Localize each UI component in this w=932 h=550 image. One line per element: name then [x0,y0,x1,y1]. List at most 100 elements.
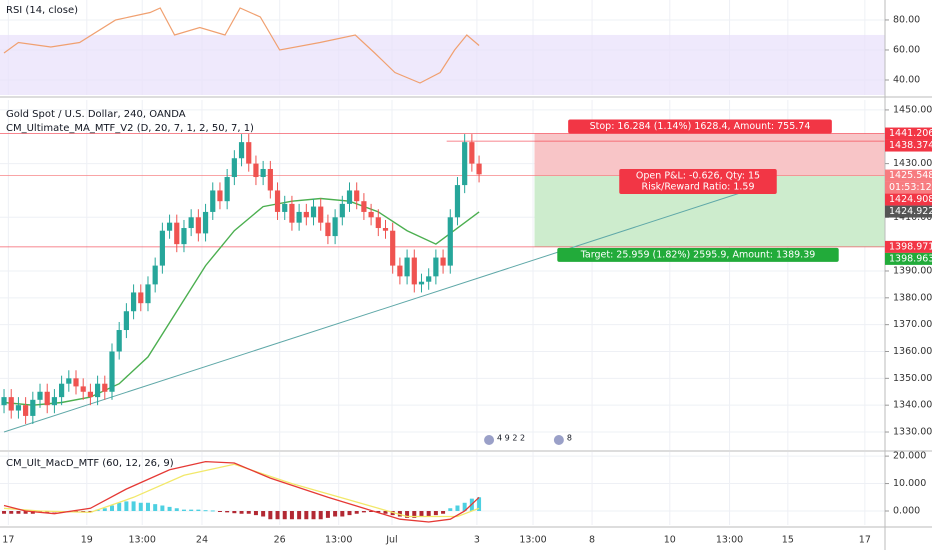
candle-body [310,206,317,218]
x-tick-label: 13:00 [716,535,743,546]
histogram-bar [455,505,460,512]
ma-title: CM_Ultimate_MA_MTF_V2 (D, 20, 7, 1, 2, 5… [6,123,254,134]
histogram-bar [145,502,150,512]
candle-body [339,203,345,218]
histogram-bar [304,511,309,520]
position-label: Open P&L: -0.626, Qty: 15 [636,171,760,182]
candle-body [130,292,137,312]
candle-body [303,211,309,218]
histogram-bar [405,511,410,518]
candle-body [152,265,158,285]
candle-body [23,405,29,416]
x-tick-label: 3 [474,535,480,546]
price-label-box [885,252,932,265]
candle-body [159,230,165,266]
histogram-bar [282,511,287,520]
histogram-bar [426,511,431,517]
candle-body [246,142,252,164]
main-title: Gold Spot / U.S. Dollar, 240, OANDA [6,109,186,120]
histogram-bar [397,511,402,517]
histogram-bar [117,502,122,512]
histogram-bar [325,511,330,518]
histogram-bar [153,504,158,512]
candle-body [217,190,223,202]
x-tick-label: 19 [81,535,93,546]
histogram-bar [23,511,28,514]
x-tick-label: 8 [589,535,595,546]
histogram-bar [38,511,43,513]
candle-body [274,190,281,212]
price-label: 1438.374 [889,140,932,151]
candle-body [325,222,331,237]
candle-body [145,284,151,304]
histogram-bar [369,511,374,513]
y-tick-label: 1330.000 [893,427,932,438]
y-tick-label: 1450.000 [893,104,932,115]
candle-body [37,391,43,400]
candle-body [397,265,403,277]
y-tick-label: 1360.000 [893,346,932,357]
histogram-bar [246,511,251,514]
candle-body [354,190,360,202]
y-tick-label: 1340.000 [893,400,932,411]
histogram-bar [340,511,345,517]
histogram-bar [448,508,453,512]
candle-body [51,397,58,406]
candle-body [346,190,353,204]
candle-body [202,211,209,234]
price-label: 1425.548 [889,170,932,181]
histogram-bar [203,510,208,512]
candle-body [138,292,144,304]
y-tick-label: 1370.000 [893,319,932,330]
price-label-box [885,181,932,194]
candle-body [231,158,237,178]
candle-body [368,211,374,218]
candle-body [447,217,453,266]
histogram-bar [131,501,136,512]
price-label-box [885,240,932,253]
position-label: Risk/Reward Ratio: 1.59 [641,182,754,193]
histogram-bar [124,501,129,512]
y-tick-label: 1430.000 [893,158,932,169]
candle-body [80,386,86,392]
position-label-box [557,247,839,262]
candle-body [426,276,432,282]
x-tick-label: 13:00 [519,535,546,546]
histogram-bar [239,511,244,514]
histogram-bar [232,511,237,514]
candle-body [44,391,50,406]
histogram-bar [361,511,366,513]
candle-body [404,257,410,277]
y-tick-label: 0.000 [893,506,920,517]
candle-body [289,203,295,223]
histogram-bar [462,502,467,512]
event-icon [553,435,564,445]
histogram-bar [441,511,446,514]
candle-body [224,177,230,202]
candle-body [267,168,273,191]
price-label: 1424.922 [889,206,932,217]
x-tick-label: 13:00 [129,535,156,546]
price-label: 01:53:12 [889,182,932,193]
candle-body [282,203,288,212]
position-label-box [568,119,832,134]
histogram-bar [268,511,273,520]
y-tick-label: 40.00 [893,74,920,85]
moving-average [3,197,480,406]
candle-body [318,206,324,223]
histogram-bar [419,511,424,517]
candle-body [296,211,302,223]
candle-body [59,383,65,398]
candle-body [94,383,101,398]
histogram-bar [181,509,186,512]
histogram-bar [30,511,35,514]
histogram-bar [376,511,381,513]
histogram-bar [347,511,352,516]
candle-body [476,163,482,175]
y-tick-label: 1390.000 [893,265,932,276]
event-label: 4 9 2 2 [497,434,525,443]
candle-body [361,201,367,212]
price-label-box [885,139,932,152]
price-label-box [885,193,932,206]
marks-layer [1,7,750,523]
